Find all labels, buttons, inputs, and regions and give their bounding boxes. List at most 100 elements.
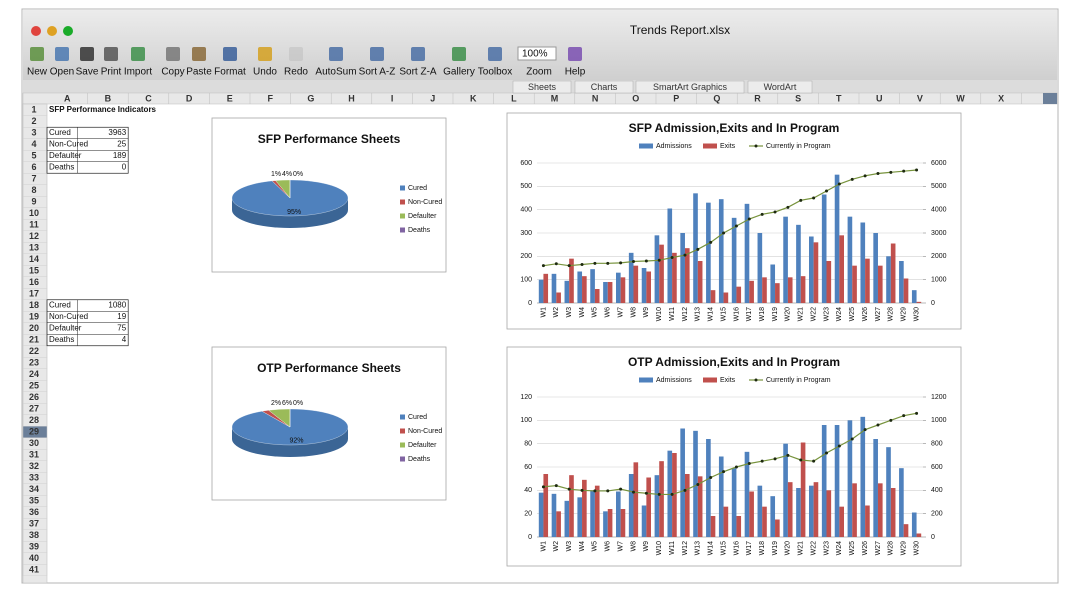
row-header[interactable]: 26 xyxy=(29,392,39,402)
row-header[interactable]: 29 xyxy=(29,426,39,436)
row-header[interactable]: 6 xyxy=(31,162,36,172)
cell-value[interactable]: 189 xyxy=(113,151,127,160)
toolbar-button[interactable]: Help xyxy=(565,67,586,78)
column-header[interactable]: I xyxy=(391,93,394,103)
toolbar-button[interactable]: Redo xyxy=(284,67,308,78)
toolbar-button[interactable]: Copy xyxy=(161,67,184,78)
row-header[interactable]: 24 xyxy=(29,369,39,379)
cell-label[interactable]: Cured xyxy=(49,301,71,310)
row-header[interactable]: 17 xyxy=(29,288,39,298)
row-header[interactable]: 13 xyxy=(29,242,39,252)
toolbar-icon[interactable] xyxy=(488,47,502,61)
toolbar-button[interactable]: Print xyxy=(101,67,122,78)
cell-value[interactable]: 75 xyxy=(117,324,126,333)
column-header[interactable]: M xyxy=(551,93,559,103)
zoom-button[interactable] xyxy=(63,26,73,36)
column-header[interactable]: T xyxy=(836,93,842,103)
toolbar-icon[interactable] xyxy=(452,47,466,61)
toolbar-icon[interactable] xyxy=(104,47,118,61)
row-header[interactable]: 14 xyxy=(29,254,39,264)
column-header[interactable]: F xyxy=(268,93,274,103)
row-header[interactable]: 37 xyxy=(29,518,39,528)
cell-label[interactable]: Defaulter xyxy=(49,151,82,160)
zoom-value[interactable]: 100% xyxy=(522,49,548,60)
ribbon-tab[interactable]: Charts xyxy=(591,82,618,92)
column-header[interactable]: O xyxy=(632,93,639,103)
column-header[interactable]: C xyxy=(145,93,152,103)
row-header[interactable]: 8 xyxy=(31,185,36,195)
column-header[interactable]: K xyxy=(470,93,477,103)
toolbar-button[interactable]: Paste xyxy=(186,67,212,78)
toolbar-icon[interactable] xyxy=(329,47,343,61)
row-header[interactable]: 38 xyxy=(29,530,39,540)
row-header[interactable]: 28 xyxy=(29,415,39,425)
cell-value[interactable]: 3963 xyxy=(108,128,126,137)
column-header[interactable]: R xyxy=(754,93,761,103)
toolbar-icon[interactable] xyxy=(192,47,206,61)
row-header[interactable]: 31 xyxy=(29,449,39,459)
row-header[interactable]: 20 xyxy=(29,323,39,333)
ribbon-tab[interactable]: WordArt xyxy=(764,82,797,92)
column-header[interactable]: L xyxy=(511,93,517,103)
row-header[interactable]: 25 xyxy=(29,380,39,390)
row-header[interactable]: 19 xyxy=(29,311,39,321)
minimize-button[interactable] xyxy=(47,26,57,36)
toolbar-button[interactable]: Zoom xyxy=(526,67,552,78)
row-header[interactable]: 40 xyxy=(29,553,39,563)
cell-label[interactable]: Cured xyxy=(49,128,71,137)
toolbar-icon[interactable] xyxy=(411,47,425,61)
row-header[interactable]: 1 xyxy=(31,104,36,114)
row-header[interactable]: 32 xyxy=(29,461,39,471)
row-header[interactable]: 34 xyxy=(29,484,39,494)
cell-value[interactable]: 0 xyxy=(122,163,127,172)
row-header[interactable]: 35 xyxy=(29,495,39,505)
cell-label[interactable]: Deaths xyxy=(49,163,74,172)
toolbar-button[interactable]: New xyxy=(27,67,48,78)
row-header[interactable]: 4 xyxy=(31,139,36,149)
cell-heading[interactable]: SFP Performance Indicators xyxy=(49,105,157,114)
toolbar-button[interactable]: Open xyxy=(50,67,74,78)
toolbar-button[interactable]: Undo xyxy=(253,67,277,78)
ribbon-tab[interactable]: Sheets xyxy=(528,82,557,92)
column-header[interactable]: Q xyxy=(713,93,720,103)
row-header[interactable]: 10 xyxy=(29,208,39,218)
row-header[interactable]: 27 xyxy=(29,403,39,413)
toolbar-icon[interactable] xyxy=(258,47,272,61)
toolbar-icon[interactable] xyxy=(166,47,180,61)
column-header[interactable]: N xyxy=(592,93,599,103)
row-header[interactable]: 16 xyxy=(29,277,39,287)
column-header[interactable]: D xyxy=(186,93,193,103)
toolbar-icon[interactable] xyxy=(370,47,384,61)
row-header[interactable]: 21 xyxy=(29,334,39,344)
toolbar-button[interactable]: Toolbox xyxy=(478,67,512,78)
column-header[interactable]: V xyxy=(917,93,923,103)
row-header[interactable]: 9 xyxy=(31,196,36,206)
column-header[interactable]: X xyxy=(998,93,1004,103)
row-header[interactable]: 18 xyxy=(29,300,39,310)
cell-label[interactable]: Deaths xyxy=(49,335,74,344)
row-header[interactable]: 15 xyxy=(29,265,39,275)
cell-label[interactable]: Non-Cured xyxy=(49,140,88,149)
column-header[interactable]: S xyxy=(795,93,801,103)
column-header[interactable]: P xyxy=(673,93,679,103)
row-header[interactable]: 12 xyxy=(29,231,39,241)
toolbar-button[interactable]: Sort Z-A xyxy=(399,67,437,78)
close-button[interactable] xyxy=(31,26,41,36)
row-header[interactable]: 23 xyxy=(29,357,39,367)
column-header[interactable]: G xyxy=(307,93,314,103)
row-header[interactable]: 22 xyxy=(29,346,39,356)
cell-value[interactable]: 25 xyxy=(117,140,126,149)
row-header[interactable]: 39 xyxy=(29,541,39,551)
column-header[interactable]: W xyxy=(956,93,965,103)
ribbon-tab[interactable]: SmartArt Graphics xyxy=(653,82,728,92)
toolbar-icon[interactable] xyxy=(289,47,303,61)
column-header[interactable]: U xyxy=(876,93,883,103)
row-header[interactable]: 5 xyxy=(31,150,36,160)
toolbar-icon[interactable] xyxy=(30,47,44,61)
cell-label[interactable]: Non-Cured xyxy=(49,312,88,321)
column-header[interactable]: J xyxy=(430,93,435,103)
row-header[interactable]: 2 xyxy=(31,116,36,126)
row-header[interactable]: 33 xyxy=(29,472,39,482)
toolbar-icon[interactable] xyxy=(55,47,69,61)
toolbar-icon[interactable] xyxy=(568,47,582,61)
